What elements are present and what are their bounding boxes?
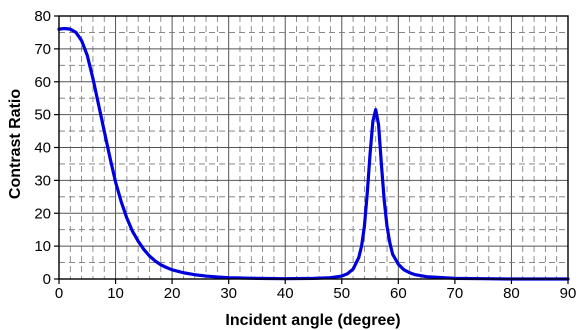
y-tick-label: 20 <box>34 205 51 222</box>
y-axis-title: Contrast Ratio <box>7 89 24 199</box>
x-tick-label: 80 <box>503 285 520 302</box>
x-tick-labels: 0 10 20 30 40 50 60 70 80 90 <box>55 285 577 302</box>
axes <box>54 15 569 284</box>
y-tick-label: 30 <box>34 172 51 189</box>
y-tick-label: 10 <box>34 238 51 255</box>
x-tick-label: 60 <box>390 285 407 302</box>
x-tick-label: 20 <box>164 285 181 302</box>
y-tick-label: 60 <box>34 74 51 91</box>
y-tick-label: 80 <box>34 8 51 25</box>
x-tick-label: 10 <box>107 285 124 302</box>
x-tick-label: 40 <box>277 285 294 302</box>
y-tick-label: 50 <box>34 107 51 124</box>
grid <box>59 16 568 279</box>
x-tick-label: 70 <box>447 285 464 302</box>
y-tick-labels: 0 10 20 30 40 50 60 70 80 <box>34 8 51 288</box>
x-axis-title: Incident angle (degree) <box>225 312 400 329</box>
x-tick-label: 30 <box>220 285 237 302</box>
y-tick-label: 0 <box>43 271 51 288</box>
y-tick-label: 70 <box>34 41 51 58</box>
x-tick-label: 50 <box>333 285 350 302</box>
y-tick-label: 40 <box>34 140 51 157</box>
x-tick-label: 0 <box>55 285 63 302</box>
x-tick-label: 90 <box>560 285 577 302</box>
